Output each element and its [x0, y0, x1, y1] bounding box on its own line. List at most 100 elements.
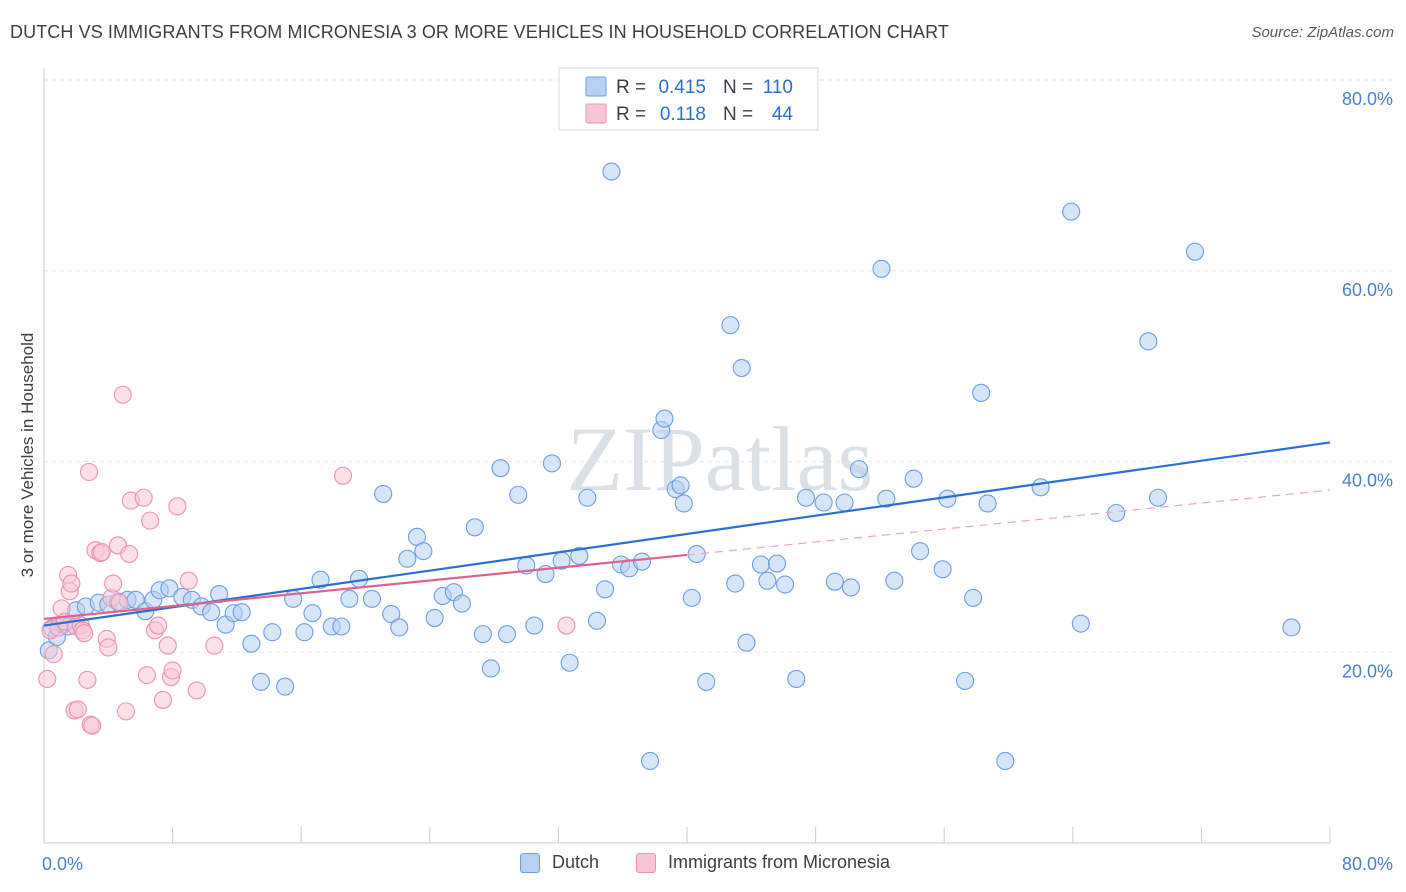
y-tick-label: 20.0%	[1342, 661, 1393, 681]
chart-source: Source: ZipAtlas.com	[1251, 24, 1394, 41]
dutch-point	[1282, 618, 1301, 637]
dutch-point	[758, 571, 777, 590]
dutch-point	[382, 605, 401, 624]
micronesia-point	[83, 716, 102, 735]
dutch-point	[425, 608, 444, 627]
dutch-point	[1107, 503, 1126, 523]
dutch-point	[542, 454, 562, 473]
dutch-point	[776, 575, 795, 594]
dutch-point	[972, 383, 991, 402]
dutch-point	[1148, 488, 1168, 507]
micronesia-point	[333, 466, 353, 485]
dutch-point	[877, 489, 896, 508]
micronesia-point	[153, 690, 173, 709]
micronesia-point	[113, 385, 132, 404]
micronesia-point	[168, 497, 187, 516]
dutch-point	[787, 669, 806, 689]
legend-label-dutch: Dutch	[552, 852, 600, 872]
dutch-point	[1139, 332, 1158, 351]
dutch-point	[978, 494, 997, 513]
dutch-point	[697, 672, 716, 691]
dutch-point	[1185, 242, 1205, 261]
dutch-point	[570, 546, 589, 565]
dutch-point	[491, 459, 510, 478]
series-legend: Dutch Immigrants from Micronesia	[0, 852, 1406, 878]
dutch-point	[210, 585, 229, 604]
dutch-point	[452, 594, 472, 613]
dutch-point	[332, 617, 351, 636]
dutch-point	[732, 358, 751, 378]
dutch-point	[674, 494, 693, 513]
x-tick-label: 0.0%	[42, 854, 83, 874]
legend-n-label: N =	[723, 77, 753, 98]
dutch-point	[276, 677, 295, 696]
micronesia-point	[110, 593, 129, 612]
dutch-point	[911, 542, 930, 561]
legend-r-value: 0.118	[660, 104, 706, 125]
dutch-point	[509, 485, 528, 504]
dutch-point	[160, 579, 179, 598]
dutch-point	[481, 659, 500, 678]
dutch-point	[525, 616, 544, 635]
dutch-point	[340, 589, 359, 608]
dutch-point	[872, 259, 891, 278]
axes	[43, 68, 1331, 844]
dutch-point	[737, 633, 756, 652]
legend-r-label: R =	[616, 77, 646, 98]
y-tick-label: 60.0%	[1342, 280, 1393, 300]
micronesia-point	[38, 669, 57, 689]
dutch-point	[721, 316, 740, 335]
dutch-point	[841, 578, 861, 597]
dutch-points	[39, 162, 1301, 771]
dutch-point	[904, 469, 923, 488]
dutch-point	[398, 549, 417, 568]
y-tick-label: 80.0%	[1342, 89, 1393, 109]
legend-r-label: R =	[616, 104, 646, 125]
correlation-legend: R = 0.415 N = 110 R = 0.118 N = 44	[558, 67, 819, 131]
micronesia-point	[163, 661, 182, 680]
micronesia-point	[44, 645, 63, 664]
dutch-point	[996, 751, 1015, 771]
dutch-point	[232, 603, 251, 622]
micronesia-point	[134, 488, 153, 507]
micronesia-point	[187, 681, 206, 700]
dutch-point	[767, 554, 787, 573]
dutch-point	[726, 574, 745, 593]
dutch-point	[242, 634, 261, 653]
dutch-point	[497, 625, 517, 644]
dutch-point	[374, 484, 393, 503]
legend-label-micronesia: Immigrants from Micronesia	[668, 852, 891, 872]
micronesia-point	[62, 574, 81, 593]
legend-swatch-micronesia	[585, 103, 607, 124]
micronesia-point	[137, 666, 156, 685]
legend-n-label: N =	[723, 104, 753, 125]
dutch-point	[687, 544, 706, 564]
trend-lines	[43, 441, 1331, 627]
dutch-point	[263, 623, 282, 642]
micronesia-point	[75, 624, 94, 643]
micronesia-trend-extension	[686, 489, 1331, 556]
micronesia-point	[205, 636, 224, 655]
dutch-point	[682, 588, 701, 607]
dutch-point	[303, 604, 322, 623]
micronesia-point	[99, 638, 118, 657]
dutch-point	[751, 555, 770, 574]
dutch-point	[414, 542, 433, 561]
micronesia-point	[79, 462, 99, 482]
dutch-point	[835, 493, 854, 512]
micronesia-point	[78, 670, 97, 689]
micronesia-point	[557, 616, 576, 635]
dutch-point	[390, 618, 409, 637]
dutch-trend-line	[43, 441, 1331, 627]
dutch-point	[311, 570, 330, 589]
dutch-point	[595, 580, 615, 599]
dutch-point	[671, 476, 690, 495]
legend-item-dutch[interactable]: Dutch	[520, 852, 599, 873]
micronesia-point	[158, 636, 177, 655]
legend-item-micronesia[interactable]: Immigrants from Micronesia	[636, 852, 890, 873]
watermark: ZIPatlas	[567, 408, 874, 510]
dutch-point	[578, 488, 597, 507]
dutch-point	[560, 653, 579, 672]
dutch-point	[202, 603, 221, 622]
